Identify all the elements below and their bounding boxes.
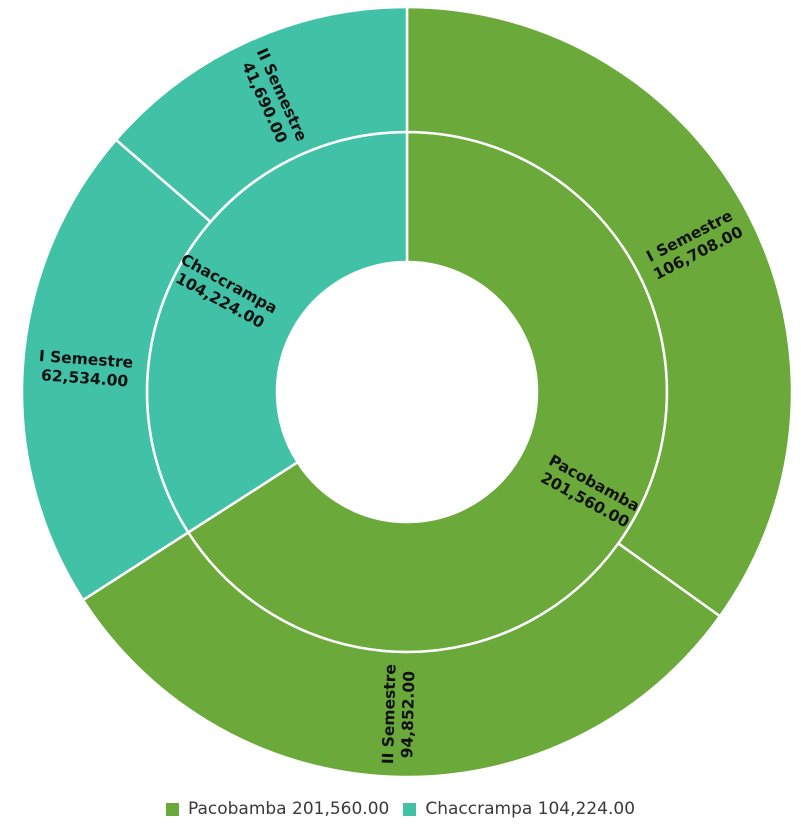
chart-legend: Pacobamba 201,560.00 Chaccrampa 104,224.… (0, 796, 801, 822)
legend-swatch-pacobamba (165, 802, 179, 816)
legend-swatch-chaccrampa (403, 802, 417, 816)
legend-item-chaccrampa[interactable]: Chaccrampa 104,224.00 (403, 799, 635, 819)
outer-segment-pacobamba-i-semestre[interactable] (405, 5, 794, 619)
outer-segment-chaccrampa-i-semestre[interactable] (20, 138, 213, 602)
outer-segment-pacobamba-ii-semestre[interactable] (81, 530, 722, 779)
sunburst-chart: Pacobamba201,560.00Chaccrampa104,224.00I… (20, 5, 794, 779)
outer-segment-chaccrampa-ii-semestre[interactable] (114, 5, 409, 224)
legend-label-chaccrampa: Chaccrampa 104,224.00 (425, 799, 636, 819)
legend-label-pacobamba: Pacobamba 201,560.00 (187, 799, 390, 819)
chart-segments (20, 5, 794, 779)
outer-label-pacobamba-ii-semestre: II Semestre94,852.00 (379, 664, 419, 765)
outer-label-chaccrampa-i-semestre: I Semestre62,534.00 (37, 347, 134, 391)
legend-item-pacobamba[interactable]: Pacobamba 201,560.00 (165, 799, 390, 819)
